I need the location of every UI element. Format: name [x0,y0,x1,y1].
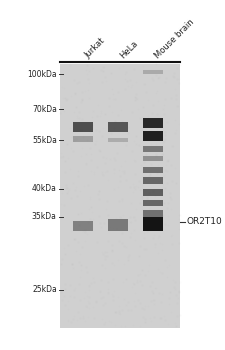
Text: OR2T10: OR2T10 [187,217,223,226]
Bar [143,200,163,206]
Bar [143,177,163,184]
Bar [143,156,163,161]
Bar [143,118,163,128]
Bar [143,70,163,74]
Bar [108,122,128,132]
Bar [108,138,128,142]
Bar [73,221,93,231]
Text: 35kDa: 35kDa [32,212,57,221]
Bar [143,217,163,231]
Bar [60,64,180,328]
Bar [73,122,93,132]
Text: 55kDa: 55kDa [32,136,57,145]
Text: Mouse brain: Mouse brain [153,18,196,61]
Text: 70kDa: 70kDa [32,105,57,113]
Bar [143,131,163,141]
Text: 100kDa: 100kDa [27,70,57,79]
Bar [143,210,163,217]
Text: 40kDa: 40kDa [32,184,57,194]
Bar [73,136,93,142]
Bar [143,167,163,173]
Text: 25kDa: 25kDa [32,285,57,294]
Bar [108,219,128,231]
Bar [143,146,163,153]
Text: Jurkat: Jurkat [83,37,107,61]
Text: HeLa: HeLa [118,39,140,61]
Bar [143,189,163,196]
